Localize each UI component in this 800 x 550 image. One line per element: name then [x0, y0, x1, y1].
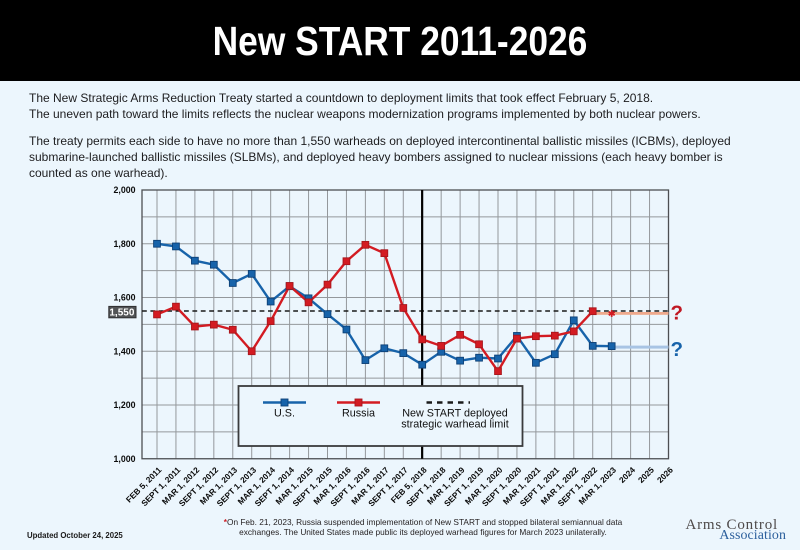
svg-text:?: ?: [671, 338, 684, 361]
svg-text:1,400: 1,400: [113, 346, 135, 356]
svg-text:1,800: 1,800: [113, 239, 135, 249]
svg-text:2025: 2025: [636, 465, 656, 485]
svg-text:1,000: 1,000: [113, 454, 135, 464]
svg-text:New START deployed: New START deployed: [402, 408, 508, 420]
svg-text:2026: 2026: [655, 465, 675, 485]
svg-text:strategic warhead limit: strategic warhead limit: [401, 419, 508, 431]
svg-text:Russia: Russia: [342, 408, 375, 420]
svg-text:2,000: 2,000: [113, 185, 135, 195]
svg-text:1,600: 1,600: [113, 293, 135, 303]
svg-text:U.S.: U.S.: [274, 408, 295, 420]
svg-text:1,550: 1,550: [109, 308, 134, 319]
svg-text:?: ?: [671, 302, 684, 325]
svg-text:2024: 2024: [617, 465, 637, 485]
svg-text:1,200: 1,200: [113, 400, 135, 410]
